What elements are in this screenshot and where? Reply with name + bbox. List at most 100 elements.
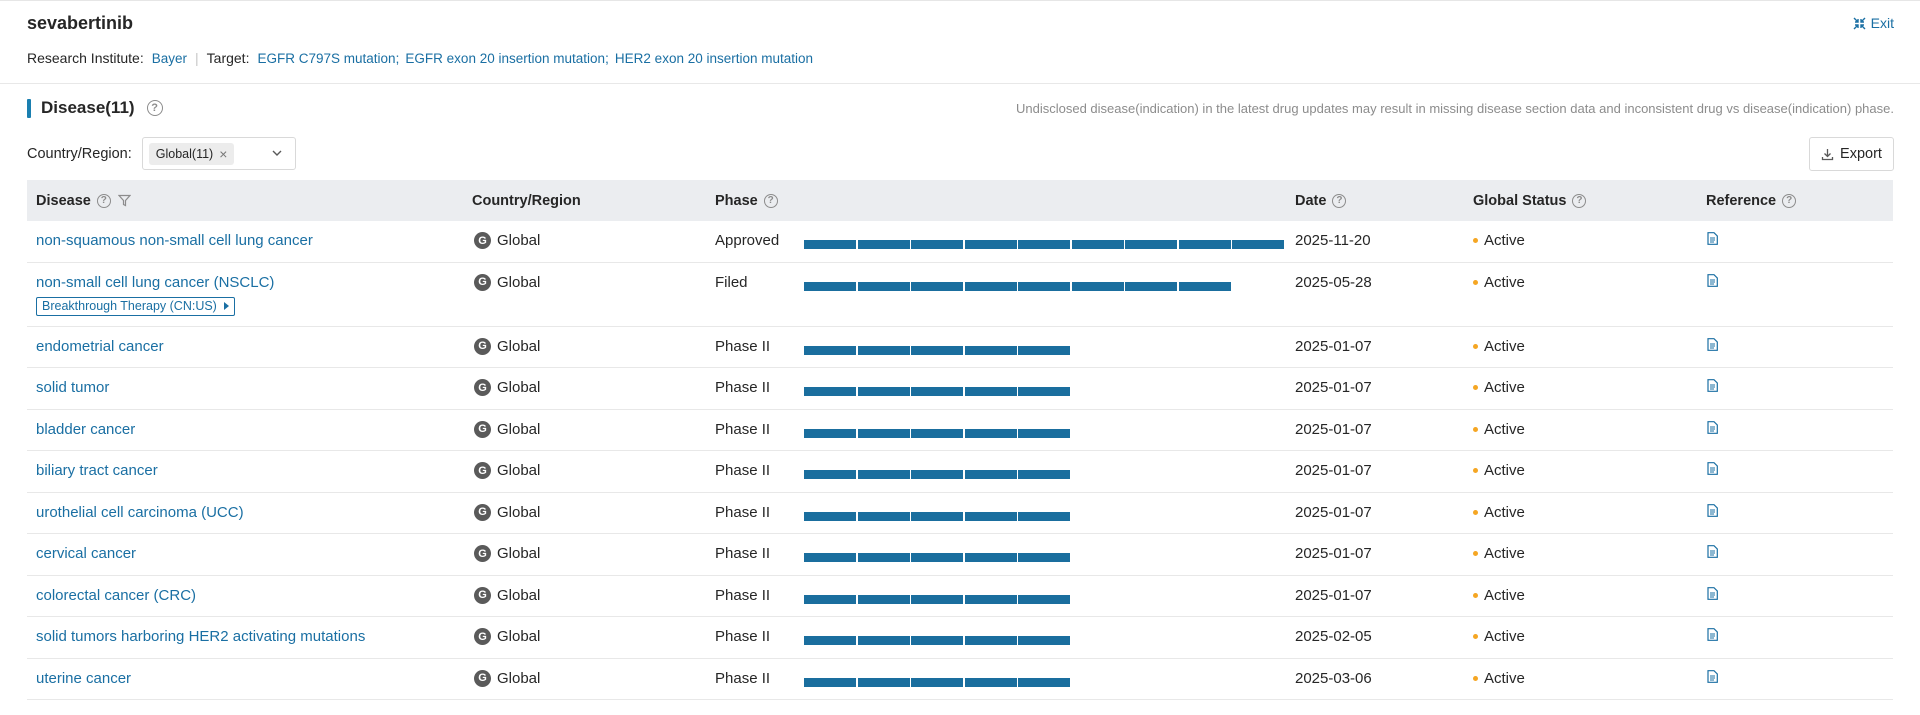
phase-bar-segment — [1071, 281, 1124, 291]
status-dot — [1473, 468, 1478, 473]
phase-bar-segment — [964, 281, 1017, 291]
table-row: uterine cancer G Global Phase II 2025-03-06 A… — [27, 659, 1893, 700]
exit-button[interactable]: Exit — [1853, 15, 1894, 31]
phase-bar-segment — [964, 511, 1017, 521]
document-icon[interactable] — [1707, 379, 1718, 396]
close-icon[interactable]: × — [219, 145, 228, 162]
country-label: Global — [497, 669, 541, 687]
status-label: Active — [1484, 420, 1525, 438]
target-link-1[interactable]: EGFR C797S mutation — [257, 50, 396, 66]
phase-bar-segment — [911, 240, 963, 249]
disease-link[interactable]: non-squamous non-small cell lung cancer — [36, 232, 313, 249]
phase-bar-segment — [804, 281, 856, 291]
phase-label: Phase II — [715, 337, 771, 355]
disease-link[interactable]: urothelial cell carcinoma (UCC) — [36, 503, 244, 521]
phase-bar-segment — [857, 636, 910, 645]
date-cell: 2025-01-07 — [1295, 337, 1372, 355]
status-label: Active — [1484, 273, 1525, 291]
research-institute-link[interactable]: Bayer — [151, 50, 188, 66]
status-cell: Active — [1473, 338, 1525, 355]
status-dot — [1473, 592, 1478, 598]
target-link-2[interactable]: EGFR exon 20 insertion mutation — [405, 50, 606, 66]
globe-g-icon: G — [474, 462, 491, 479]
breakthrough-badge[interactable]: Breakthrough Therapy (CN:US) — [36, 296, 235, 316]
phase-bar-segment — [911, 594, 963, 604]
document-icon[interactable] — [1707, 545, 1718, 562]
column-label: Country/Region — [472, 192, 581, 209]
question-circle-icon[interactable]: ? — [1782, 193, 1797, 208]
status-cell: Active — [1473, 545, 1525, 562]
disease-link[interactable]: solid tumor — [36, 379, 110, 396]
disease-link[interactable]: solid tumors harboring HER2 activating m… — [36, 628, 366, 645]
disease-link[interactable]: endometrial cancer — [36, 337, 164, 355]
phase-label: Phase II — [715, 420, 771, 438]
disease-link[interactable]: bladder cancer — [36, 420, 136, 438]
table-row: cervical cancer G Global Phase II 2025-01-07… — [27, 534, 1893, 576]
question-circle-icon[interactable]: ? — [1572, 193, 1587, 208]
status-dot — [1473, 551, 1478, 556]
question-circle-icon[interactable]: ? — [1332, 193, 1347, 208]
document-icon[interactable] — [1707, 420, 1718, 438]
document-icon[interactable] — [1707, 337, 1718, 355]
table-row: solid tumors harboring HER2 activating m… — [27, 617, 1893, 659]
country-cell: G Global — [474, 628, 540, 645]
disease-link[interactable]: non-small cell lung cancer (NSCLC) — [36, 273, 275, 291]
globe-g-icon: G — [474, 586, 491, 604]
exit-label: Exit — [1870, 15, 1894, 31]
date-cell: 2025-11-20 — [1295, 232, 1371, 249]
phase-bar-segment — [1178, 240, 1231, 249]
country-select[interactable]: Global(11) × — [141, 137, 296, 170]
country-label: Global — [497, 503, 541, 521]
disease-link[interactable]: uterine cancer — [36, 669, 132, 687]
top-border — [0, 0, 1920, 1]
status-cell: Active — [1473, 462, 1525, 479]
table-row: solid tumor G Global Phase II 2025-01-07 Acti… — [27, 368, 1893, 410]
phase-progress-bar — [804, 240, 1286, 249]
phase-label: Phase II — [715, 462, 771, 479]
status-cell: Active — [1473, 274, 1525, 291]
status-cell: Active — [1473, 504, 1525, 521]
document-icon[interactable] — [1707, 462, 1718, 479]
phase-bar-segment — [911, 677, 963, 687]
status-label: Active — [1484, 462, 1525, 479]
question-circle-icon[interactable]: ? — [96, 193, 111, 208]
phase-bar-segment — [964, 240, 1017, 249]
country-label: Global — [497, 337, 541, 355]
phase-bar-segment — [1018, 594, 1070, 604]
disease-link[interactable]: colorectal cancer (CRC) — [36, 586, 197, 604]
globe-g-icon: G — [474, 420, 491, 438]
globe-g-icon: G — [474, 379, 491, 396]
document-icon[interactable] — [1707, 628, 1718, 645]
phase-label: Phase II — [715, 503, 771, 521]
phase-bar-segment — [804, 345, 856, 355]
phase-bar-segment — [1018, 511, 1070, 521]
target-link-3[interactable]: HER2 exon 20 insertion mutation — [614, 50, 814, 66]
country-label: Global — [497, 232, 541, 249]
phase-bar-segment — [911, 345, 963, 355]
document-icon[interactable] — [1707, 586, 1718, 604]
phase-bar-segment — [1018, 677, 1070, 687]
export-button[interactable]: Export — [1809, 137, 1894, 171]
section-notice: Undisclosed disease(indication) in the l… — [1016, 101, 1894, 116]
funnel-icon[interactable] — [117, 194, 131, 207]
document-icon[interactable] — [1707, 273, 1718, 291]
globe-g-icon: G — [474, 669, 491, 687]
document-icon[interactable] — [1707, 503, 1718, 521]
phase-progress-bar — [804, 511, 1072, 521]
chip-label: Global(11) — [155, 146, 214, 161]
document-icon[interactable] — [1707, 232, 1718, 249]
document-icon[interactable] — [1707, 669, 1718, 687]
drug-meta: Research Institute: Bayer | Target: EGFR… — [27, 50, 813, 66]
phase-bar-segment — [1125, 281, 1177, 291]
phase-bar-segment — [804, 470, 856, 479]
question-circle-icon[interactable]: ? — [146, 100, 163, 116]
disease-link[interactable]: cervical cancer — [36, 545, 137, 562]
question-circle-icon[interactable]: ? — [763, 193, 778, 208]
phase-progress-bar — [804, 677, 1072, 687]
phase-bar-segment — [857, 511, 910, 521]
phase-bar-segment — [911, 470, 963, 479]
disease-section-header: Disease(11) ? — [27, 98, 163, 118]
phase-bar-segment — [964, 428, 1017, 438]
phase-bar-segment — [804, 387, 856, 396]
disease-link[interactable]: biliary tract cancer — [36, 462, 158, 479]
